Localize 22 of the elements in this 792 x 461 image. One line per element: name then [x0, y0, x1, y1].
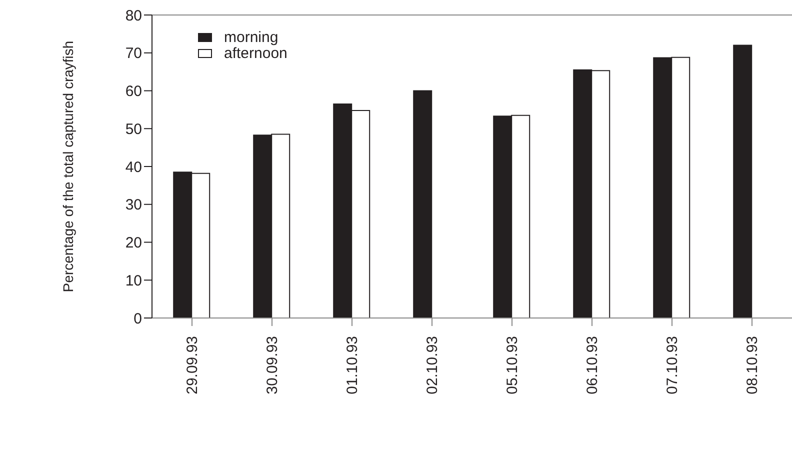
y-tick-label: 50 [125, 120, 142, 138]
x-tick-label: 07.10.93 [664, 336, 681, 394]
y-axis-title: Percentage of the total captured crayfish [60, 40, 76, 292]
y-tick-label: 70 [125, 45, 142, 62]
legend-label: morning [224, 29, 278, 46]
bar [733, 44, 752, 318]
y-tick-label: 10 [125, 272, 142, 290]
x-tick-label: 08.10.93 [744, 336, 761, 394]
x-tick-label: 30.09.93 [264, 336, 281, 394]
y-tick-label: 0 [134, 310, 142, 328]
y-tick-label: 40 [125, 158, 142, 176]
bar [413, 90, 432, 318]
x-tick-label: 05.10.93 [504, 336, 521, 394]
x-tick-label: 29.09.93 [184, 336, 201, 394]
x-tick-label: 02.10.93 [424, 336, 441, 394]
y-tick-label: 60 [125, 83, 142, 100]
x-tick-label: 01.10.93 [344, 336, 361, 394]
legend-label: afternoon [224, 45, 288, 62]
y-tick-label: 30 [125, 196, 142, 214]
y-tick-label: 20 [125, 234, 142, 252]
y-tick-label: 80 [125, 7, 142, 24]
x-tick-label: 06.10.93 [584, 336, 601, 394]
